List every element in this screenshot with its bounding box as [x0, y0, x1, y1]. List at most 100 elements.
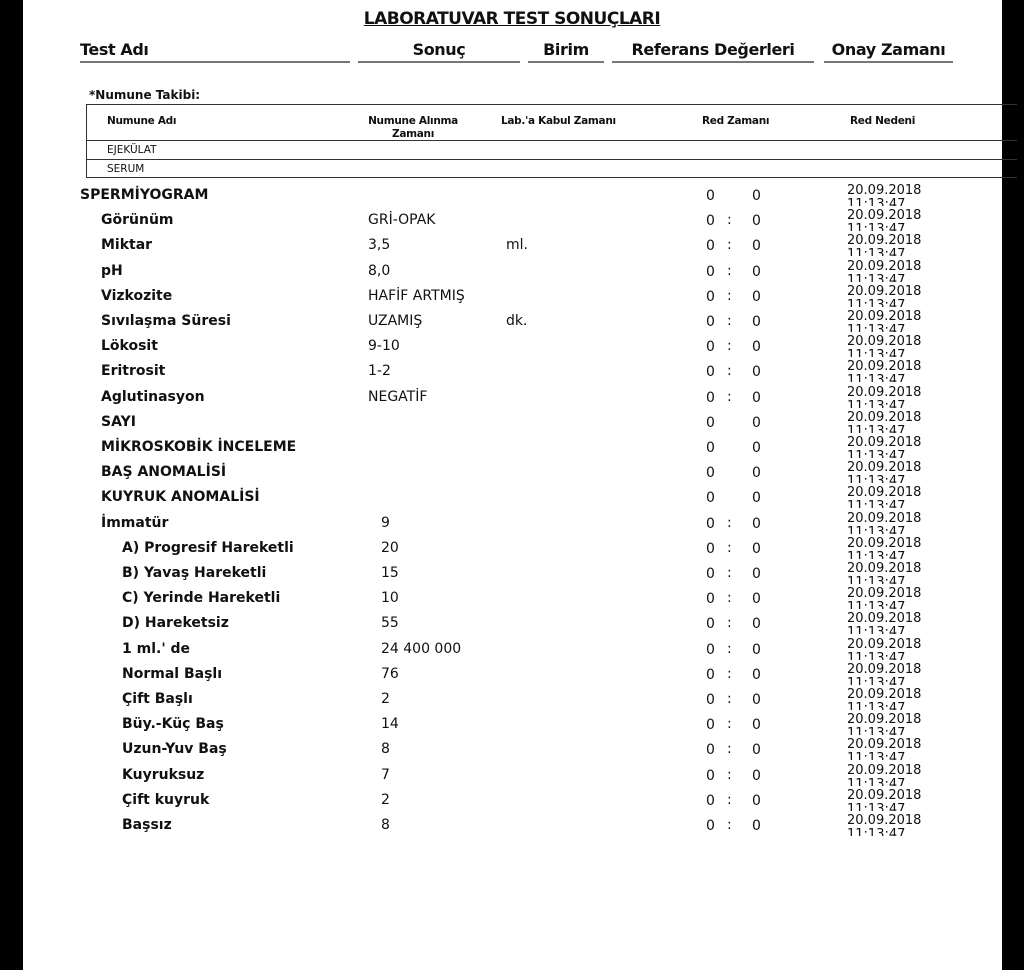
test-result: 8 [381, 741, 390, 758]
ref-high: 0 [752, 263, 761, 280]
approval-time: 20.09.2018 11:13:47 [847, 713, 922, 736]
approval-time: 20.09.2018 11:13:47 [847, 335, 922, 358]
sample-row: EJEKÜLAT [87, 140, 1017, 159]
ref-high: 0 [752, 540, 761, 557]
approval-time: 20.09.2018 11:13:47 [847, 284, 922, 307]
ref-separator: : [727, 237, 732, 254]
ref-high: 0 [752, 515, 761, 532]
test-result: 14 [381, 716, 399, 733]
ref-high: 0 [752, 238, 761, 255]
result-row: Eritrosit 1-2 0:0 20.09.2018 11:13:47 [0, 360, 1000, 388]
ref-low: 0 [706, 692, 715, 708]
result-row: Vizkozite HAFİF ARTMIŞ 0:0 20.09.2018 11:13:… [0, 284, 1000, 313]
result-row: MİKROSKOBİK İNCELEME 0 0 20.09.2018 11:13:47 [0, 436, 1000, 464]
test-name: C) Yerinde Hareketli [122, 590, 281, 607]
ref-low: 0 [706, 213, 715, 230]
test-name: Normal Başlı [122, 665, 222, 682]
ref-high: 0 [752, 364, 761, 381]
approval-time: 20.09.2018 11:13:47 [847, 385, 922, 408]
ref-high: 0 [752, 692, 761, 708]
test-name: Lökosit [101, 338, 158, 355]
ref-separator: : [727, 741, 732, 758]
approval-time: 20.09.2018 11:13:47 [847, 486, 922, 509]
ref-high: 0 [752, 616, 761, 633]
ref-separator: : [727, 338, 732, 355]
test-name: Görünüm [101, 212, 174, 229]
report-title: LABORATUVAR TEST SONUÇLARI [363, 9, 661, 29]
approval-time: 20.09.2018 11:13:47 [847, 814, 922, 836]
test-name: Eritrosit [101, 363, 166, 380]
result-row: 1 ml.' de 24 400 000 0:0 20.09.2018 11:13:47 [0, 638, 1000, 666]
ref-low: 0 [706, 188, 715, 204]
header-result: Sonuç [358, 40, 520, 63]
ref-high: 0 [752, 717, 761, 734]
ref-separator: : [727, 590, 732, 607]
test-name: SPERMİYOGRAM [80, 187, 209, 203]
test-name: A) Progresif Hareketli [122, 539, 294, 556]
ref-low: 0 [706, 717, 715, 734]
test-name: MİKROSKOBİK İNCELEME [101, 439, 297, 455]
result-row: Kuyruksuz 7 0:0 20.09.2018 11:13:47 [0, 763, 1000, 792]
ref-separator: : [727, 817, 732, 833]
ref-low: 0 [706, 339, 715, 356]
approval-time: 20.09.2018 11:13:47 [847, 259, 922, 282]
test-result: 20 [381, 539, 399, 556]
test-name: pH [101, 262, 123, 279]
ref-separator: : [727, 691, 732, 707]
test-result: 15 [381, 565, 399, 581]
test-name: Miktar [101, 237, 153, 254]
result-row: Sıvılaşma Süresi UZAMIŞ dk. 0:0 20.09.2018 11… [0, 310, 1000, 338]
ref-separator: : [727, 766, 732, 783]
ref-high: 0 [752, 767, 761, 784]
ref-high: 0 [752, 490, 761, 507]
result-row: Başsız 8 0:0 20.09.2018 11:13:47 [0, 814, 1000, 842]
approval-time: 20.09.2018 11:13:47 [847, 511, 922, 534]
ref-separator: : [727, 716, 732, 733]
approval-time: 20.09.2018 11:13:47 [847, 360, 922, 383]
approval-time: 20.09.2018 11:13:47 [847, 612, 922, 635]
ref-low: 0 [706, 616, 715, 633]
test-name: Büy.-Küç Baş [122, 716, 224, 733]
result-row: SAYI 0 0 20.09.2018 11:13:47 [0, 410, 1000, 439]
ref-high: 0 [752, 465, 761, 482]
approval-time: 20.09.2018 11:13:47 [847, 763, 922, 786]
ref-separator: : [727, 262, 732, 279]
ref-high: 0 [752, 213, 761, 230]
test-name: İmmatür [101, 514, 169, 531]
ref-low: 0 [706, 364, 715, 381]
ref-separator: : [727, 388, 732, 405]
ref-separator: : [727, 615, 732, 632]
header-reference: Referans Değerleri [612, 40, 814, 63]
approval-time: 20.09.2018 11:13:47 [847, 536, 922, 559]
ref-separator: : [727, 313, 732, 329]
test-name: SAYI [101, 413, 136, 430]
ref-separator: : [727, 212, 732, 229]
col-lab-accept-time: Lab.'a Kabul Zamanı [501, 115, 616, 127]
test-result: 55 [381, 615, 399, 632]
test-result: 3,5 [368, 237, 391, 254]
sample-row: SERUM [87, 159, 1017, 178]
col-collection-time: Numune Alınma Zamanı [368, 115, 458, 140]
result-row: Lökosit 9-10 0:0 20.09.2018 11:13:47 [0, 335, 1000, 363]
result-row: D) Hareketsiz 55 0:0 20.09.2018 11:13:47 [0, 612, 1000, 640]
ref-separator: : [727, 791, 732, 808]
result-row: Görünüm GRİ-OPAK 0:0 20.09.2018 11:13:47 [0, 209, 1000, 237]
approval-time: 20.09.2018 11:13:47 [847, 738, 922, 761]
test-result: NEGATİF [368, 388, 428, 405]
result-row: Çift Başlı 2 0:0 20.09.2018 11:13:47 [0, 688, 1000, 716]
ref-separator: : [727, 363, 732, 380]
ref-high: 0 [752, 314, 761, 330]
col-reject-time: Red Zamanı [702, 115, 770, 127]
ref-low: 0 [706, 742, 715, 759]
ref-high: 0 [752, 792, 761, 809]
header-approval-time: Onay Zamanı [824, 40, 953, 63]
ref-high: 0 [752, 440, 761, 456]
result-row: Aglutinasyon NEGATİF 0:0 20.09.2018 11:13:47 [0, 385, 1000, 414]
header-unit: Birim [528, 40, 604, 63]
approval-time: 20.09.2018 11:13:47 [847, 410, 922, 433]
approval-time: 20.09.2018 11:13:47 [847, 662, 922, 685]
ref-low: 0 [706, 238, 715, 255]
result-row: pH 8,0 0:0 20.09.2018 11:13:47 [0, 259, 1000, 288]
ref-low: 0 [706, 540, 715, 557]
